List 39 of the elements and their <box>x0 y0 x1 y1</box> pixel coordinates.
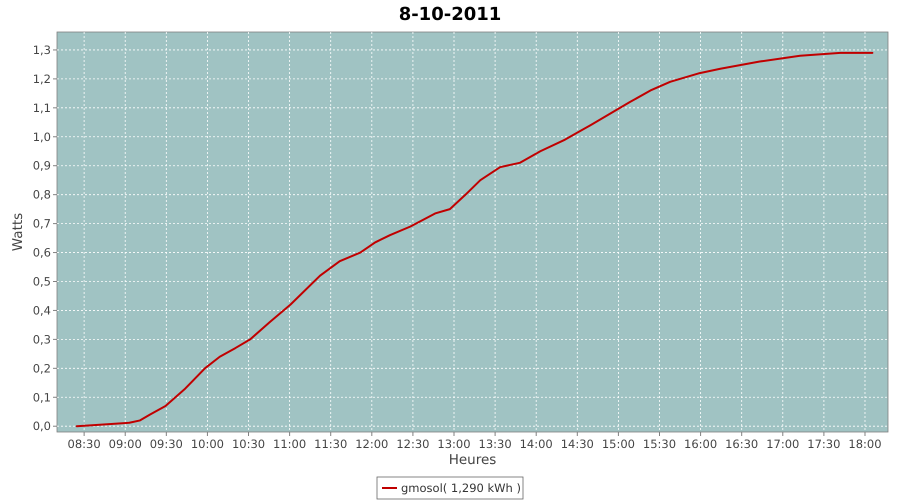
x-tick-label: 15:00 <box>602 437 635 451</box>
x-tick-label: 17:30 <box>807 437 840 451</box>
y-tick-label: 0,3 <box>32 332 51 346</box>
x-tick-label: 14:00 <box>520 437 553 451</box>
x-tick-label: 10:00 <box>190 437 224 451</box>
x-tick-label: 13:00 <box>437 437 471 451</box>
y-tick-label: 1,0 <box>32 130 51 144</box>
x-tick-label: 11:30 <box>314 437 348 451</box>
y-tick-label: 0,5 <box>32 274 51 288</box>
y-tick-label: 0,7 <box>32 216 51 231</box>
y-tick-label: 1,2 <box>32 72 51 86</box>
y-tick-label: 0,4 <box>32 303 51 318</box>
x-tick-label: 18:00 <box>848 437 882 451</box>
x-tick-label: 12:30 <box>396 437 430 451</box>
y-tick-label: 0,2 <box>32 361 51 376</box>
x-tick-label: 15:30 <box>642 437 676 451</box>
x-tick-label: 09:30 <box>150 437 183 451</box>
y-tick-label: 1,3 <box>32 42 51 57</box>
x-tick-label: 09:00 <box>108 437 142 451</box>
chart-title: 8-10-2011 <box>398 4 502 25</box>
x-tick-label: 16:30 <box>725 437 758 451</box>
x-tick-label: 17:00 <box>766 437 800 451</box>
y-tick-label: 0,8 <box>32 188 51 202</box>
x-tick-label: 12:00 <box>355 437 388 451</box>
y-tick-label: 0,9 <box>32 158 51 173</box>
x-tick-label: 08:30 <box>68 437 101 451</box>
x-tick-label: 10:30 <box>232 437 266 451</box>
legend-label: gmosol( 1,290 kWh ) <box>401 481 521 495</box>
y-tick-label: 0,0 <box>32 419 51 434</box>
x-tick-label: 14:30 <box>560 437 594 451</box>
line-series <box>76 52 874 428</box>
x-tick-label: 13:30 <box>478 437 512 451</box>
x-tick-label: 11:00 <box>273 437 306 451</box>
y-axis-title: Watts <box>10 212 26 252</box>
y-tick-label: 1,1 <box>32 100 51 115</box>
y-tick-label: 0,1 <box>32 390 51 404</box>
x-axis-title: Heures <box>448 452 496 468</box>
y-tick-label: 0,6 <box>32 246 51 260</box>
x-tick-label: 16:00 <box>684 437 718 451</box>
